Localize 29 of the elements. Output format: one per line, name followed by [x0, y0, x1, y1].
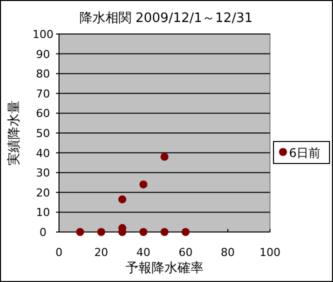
y-tick-label: 50	[36, 127, 50, 140]
x-tick-label: 100	[260, 246, 280, 259]
x-tick-label: 60	[178, 246, 193, 259]
point	[160, 228, 168, 236]
legend-label: 6日前	[289, 146, 321, 160]
y-tick-label: 70	[36, 87, 50, 100]
y-tick-label: 30	[36, 166, 50, 180]
point	[139, 228, 148, 236]
x-tick-label: 20	[94, 246, 108, 259]
y-tick-label: 60	[36, 107, 50, 120]
point	[139, 180, 148, 188]
point	[182, 228, 190, 236]
x-tick-label: 80	[220, 246, 235, 259]
y-axis-title: 実績降水量	[6, 100, 22, 166]
x-axis-title: 予報降水確率	[126, 260, 204, 276]
point	[97, 228, 106, 236]
point	[118, 195, 126, 204]
x-tick-label: 0	[56, 246, 62, 259]
y-tick-label: 100	[32, 28, 54, 41]
point	[160, 152, 168, 161]
y-tick-label: 90	[36, 48, 50, 61]
y-tick-label: 10	[36, 206, 50, 220]
y-tick-label: 80	[36, 68, 50, 81]
y-tick-label: 40	[36, 146, 50, 160]
x-tick-label: 40	[136, 246, 150, 259]
y-tick-label: 0	[40, 226, 46, 239]
point	[76, 228, 84, 236]
y-tick-label: 20	[36, 186, 50, 200]
chart-title: 降水相関 2009/12/1～12/31	[79, 11, 253, 26]
